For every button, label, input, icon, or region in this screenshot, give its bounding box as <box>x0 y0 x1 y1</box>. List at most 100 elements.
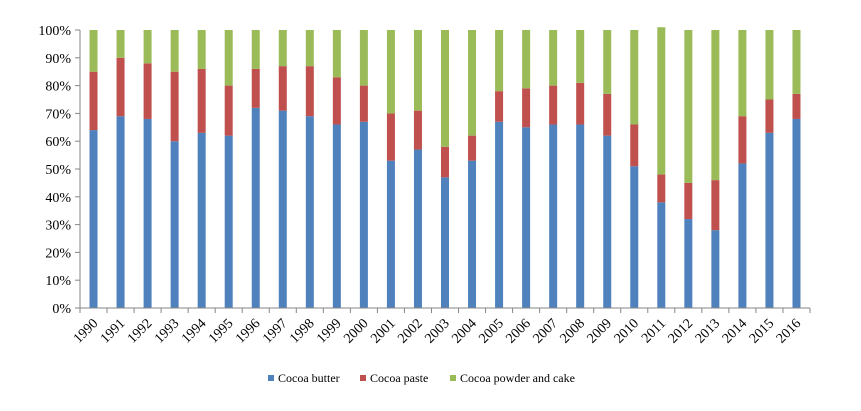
bar-cocoa-powder-and-cake-2004 <box>468 30 477 136</box>
bar-cocoa-powder-and-cake-2011 <box>657 27 666 175</box>
x-tick-label: 2010 <box>612 316 642 346</box>
legend-label: Cocoa powder and cake <box>460 371 575 385</box>
x-tick-label: 2008 <box>558 316 588 346</box>
bar-cocoa-powder-and-cake-1995 <box>224 30 233 86</box>
bar-cocoa-butter-2016 <box>792 118 801 309</box>
x-tick-label: 1994 <box>179 316 209 346</box>
bar-cocoa-paste-2012 <box>684 182 693 220</box>
x-tick-label: 2003 <box>422 316 452 346</box>
bar-cocoa-powder-and-cake-2012 <box>684 30 693 183</box>
legend-swatch <box>450 375 456 381</box>
bar-cocoa-butter-2013 <box>711 230 720 308</box>
y-tick-label: 50% <box>45 163 71 178</box>
bar-cocoa-powder-and-cake-1992 <box>143 30 152 64</box>
bar-cocoa-butter-1995 <box>224 135 233 308</box>
bar-cocoa-paste-1998 <box>305 66 314 117</box>
x-tick-label: 2012 <box>666 316 696 346</box>
bar-cocoa-butter-1993 <box>170 141 179 308</box>
bars <box>89 27 801 309</box>
bar-cocoa-paste-2001 <box>386 113 395 161</box>
x-tick-label: 1991 <box>98 316 128 346</box>
bar-cocoa-paste-1997 <box>278 66 287 111</box>
bar-cocoa-paste-2010 <box>630 124 639 167</box>
bar-cocoa-butter-2006 <box>522 127 531 308</box>
bar-cocoa-butter-2014 <box>738 163 747 308</box>
x-tick-label: 2016 <box>774 316 804 346</box>
x-tick-label: 2000 <box>341 316 371 346</box>
bar-cocoa-butter-2010 <box>630 166 639 308</box>
x-tick-label: 2013 <box>693 316 723 346</box>
x-tick-label: 2004 <box>449 316 479 346</box>
x-tick-label: 1995 <box>206 316 236 346</box>
bar-cocoa-powder-and-cake-2014 <box>738 30 747 117</box>
y-tick-label: 0% <box>52 302 71 317</box>
bar-cocoa-butter-1998 <box>305 116 314 309</box>
bar-cocoa-powder-and-cake-1999 <box>332 30 341 78</box>
bar-cocoa-paste-2015 <box>765 99 774 133</box>
bar-cocoa-paste-2002 <box>413 110 422 150</box>
y-tick-label: 60% <box>45 135 71 150</box>
bar-cocoa-powder-and-cake-2000 <box>359 30 368 86</box>
bar-cocoa-powder-and-cake-2008 <box>576 30 585 83</box>
bar-cocoa-butter-1999 <box>332 124 341 309</box>
bar-cocoa-paste-1992 <box>143 63 152 119</box>
legend-swatch <box>360 375 366 381</box>
x-tick-label: 1990 <box>71 316 101 346</box>
legend: Cocoa butter Cocoa paste Cocoa powder and … <box>268 371 575 385</box>
x-tick-label: 1993 <box>152 316 182 346</box>
x-tick-label: 2011 <box>639 316 669 346</box>
bar-cocoa-powder-and-cake-1997 <box>278 30 287 67</box>
y-axis: 0% 10% 20% 30% 40% 50% 60% 70% 80% 90% 100% <box>38 24 81 317</box>
bar-cocoa-powder-and-cake-2016 <box>792 30 801 94</box>
bar-cocoa-powder-and-cake-2003 <box>441 30 449 147</box>
bar-cocoa-butter-1990 <box>89 130 98 308</box>
bar-cocoa-butter-2004 <box>468 160 477 308</box>
bar-cocoa-powder-and-cake-1996 <box>251 30 260 69</box>
bar-cocoa-paste-1999 <box>332 77 341 125</box>
y-tick-label: 100% <box>38 24 71 39</box>
x-axis: 1990199119921993199419951996199719981999… <box>71 307 811 347</box>
x-tick-label: 2001 <box>368 316 398 346</box>
bar-cocoa-powder-and-cake-2001 <box>386 30 395 114</box>
x-tick-label: 2002 <box>395 316 425 346</box>
bar-cocoa-paste-1991 <box>116 57 125 117</box>
y-tick-label: 80% <box>45 80 71 95</box>
x-tick-label: 1997 <box>260 316 290 346</box>
bar-cocoa-powder-and-cake-2009 <box>603 30 612 94</box>
bar-cocoa-paste-2006 <box>522 88 531 128</box>
bar-cocoa-paste-2003 <box>441 146 449 178</box>
bar-cocoa-butter-2005 <box>495 121 504 309</box>
x-tick-label: 2007 <box>531 316 561 346</box>
bar-cocoa-paste-2004 <box>468 135 477 161</box>
bar-cocoa-powder-and-cake-1994 <box>197 30 206 69</box>
bar-cocoa-paste-2016 <box>792 93 801 119</box>
y-tick-label: 90% <box>45 52 71 67</box>
bar-cocoa-powder-and-cake-2010 <box>630 30 639 125</box>
x-tick-label: 1998 <box>287 316 317 346</box>
bar-cocoa-butter-2000 <box>359 121 368 309</box>
bar-cocoa-paste-2009 <box>603 93 612 136</box>
bar-cocoa-powder-and-cake-2005 <box>495 30 504 92</box>
legend-swatch <box>268 375 274 381</box>
bar-cocoa-paste-1996 <box>251 68 260 108</box>
bar-cocoa-powder-and-cake-1990 <box>89 30 98 72</box>
bar-cocoa-paste-1994 <box>197 68 206 133</box>
bar-cocoa-paste-1993 <box>170 71 179 142</box>
bar-cocoa-powder-and-cake-2007 <box>549 30 558 86</box>
bar-cocoa-butter-2011 <box>657 202 666 308</box>
bar-cocoa-powder-and-cake-2013 <box>711 30 720 181</box>
bar-cocoa-butter-1994 <box>197 132 206 308</box>
bar-cocoa-paste-2013 <box>711 180 720 231</box>
x-tick-label: 2005 <box>476 316 506 346</box>
bar-cocoa-butter-2008 <box>576 124 585 309</box>
y-tick-label: 40% <box>45 191 71 206</box>
bar-cocoa-powder-and-cake-2006 <box>522 30 531 89</box>
y-tick-label: 30% <box>45 219 71 234</box>
bar-cocoa-butter-1997 <box>278 110 287 309</box>
bar-cocoa-butter-2002 <box>413 149 422 308</box>
bar-cocoa-butter-2007 <box>549 124 558 309</box>
bar-cocoa-butter-2003 <box>441 177 449 308</box>
bar-cocoa-butter-2012 <box>684 219 693 308</box>
bar-cocoa-powder-and-cake-1991 <box>116 30 125 58</box>
